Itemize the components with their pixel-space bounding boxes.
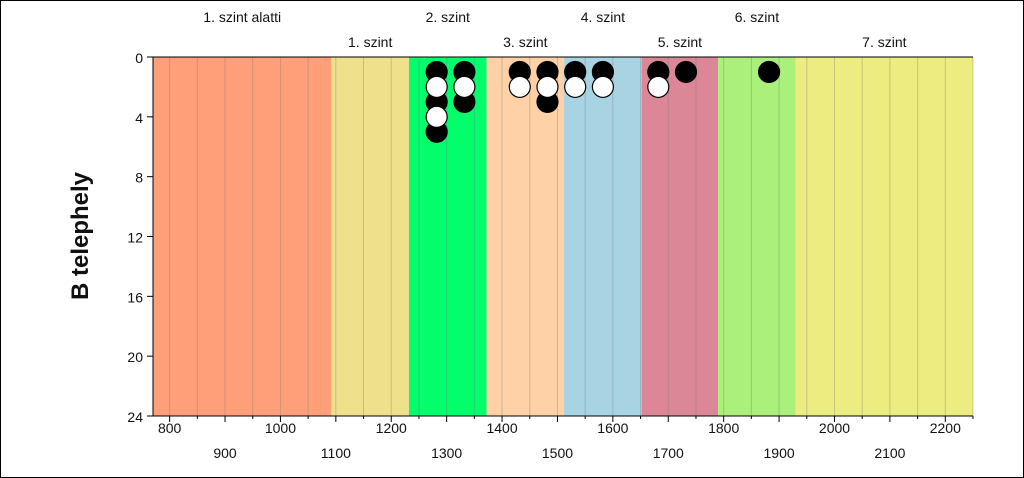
zone-label-4: 3. szint (503, 34, 547, 50)
x-tick-label: 1600 (597, 420, 628, 436)
y-axis-label: B telephely (67, 171, 94, 300)
data-point-open (591, 75, 614, 99)
x-tick-label: 800 (158, 420, 182, 436)
zone-band-8 (795, 57, 973, 416)
zone-label-8: 7. szint (862, 34, 906, 50)
x-tick-label: 1000 (265, 420, 296, 436)
data-point-open (536, 75, 559, 99)
zone-label-3: 2. szint (426, 9, 470, 25)
zone-band-5 (564, 57, 642, 416)
x-tick-label: 1500 (542, 445, 573, 461)
zone-label-1: 1. szint alatti (203, 9, 281, 25)
x-tick-label: 1300 (431, 445, 462, 461)
zone-label-2: 1. szint (348, 34, 392, 50)
data-point-filled (674, 60, 698, 84)
y-tick-label: 12 (127, 230, 143, 246)
data-point-open (453, 75, 476, 99)
zone-band-3 (408, 57, 487, 416)
y-tick-label: 4 (135, 110, 143, 126)
x-tick-label: 900 (213, 445, 237, 461)
y-tick-label: 20 (127, 349, 143, 365)
x-tick-label: 2000 (819, 420, 850, 436)
data-point-open (508, 75, 531, 99)
y-tick-label: 24 (127, 409, 143, 425)
x-tick-label: 1200 (376, 420, 407, 436)
x-tick-label: 1800 (708, 420, 739, 436)
zones-layer (153, 57, 973, 416)
data-point-open (647, 75, 670, 99)
data-point-filled (758, 60, 781, 84)
y-tick-label: 8 (135, 170, 143, 186)
zone-label-7: 6. szint (735, 9, 779, 25)
data-point-open (425, 75, 448, 99)
y-tick-label: 0 (135, 50, 143, 66)
x-tick-label: 1400 (486, 420, 517, 436)
zone-band-2 (331, 57, 409, 416)
axis-layer: 0 4 8 12 16 20 24 800 1000 1200 1400 1600 1800 2000 22… (127, 50, 974, 461)
zone-label-6: 5. szint (658, 34, 702, 50)
zone-band-4 (486, 57, 565, 416)
y-tick-label: 16 (127, 289, 143, 305)
zone-band-6 (641, 57, 719, 416)
x-tick-label: 1100 (321, 445, 351, 461)
zone-label-layer: 1. szint alatti 1. szint 2. szint 3. szint 4… (203, 9, 906, 50)
x-tick-label: 1700 (653, 445, 684, 461)
points-layer (425, 60, 781, 143)
x-tick-label: 2100 (874, 445, 905, 461)
data-point-open (564, 75, 587, 99)
data-point-open (425, 105, 448, 128)
x-tick-label: 1900 (764, 445, 795, 461)
grid-layer (169, 57, 974, 416)
zone-label-5: 4. szint (581, 9, 625, 25)
x-tick-label: 2200 (930, 420, 961, 436)
zone-band-1 (153, 57, 332, 416)
zone-band-7 (718, 57, 796, 416)
